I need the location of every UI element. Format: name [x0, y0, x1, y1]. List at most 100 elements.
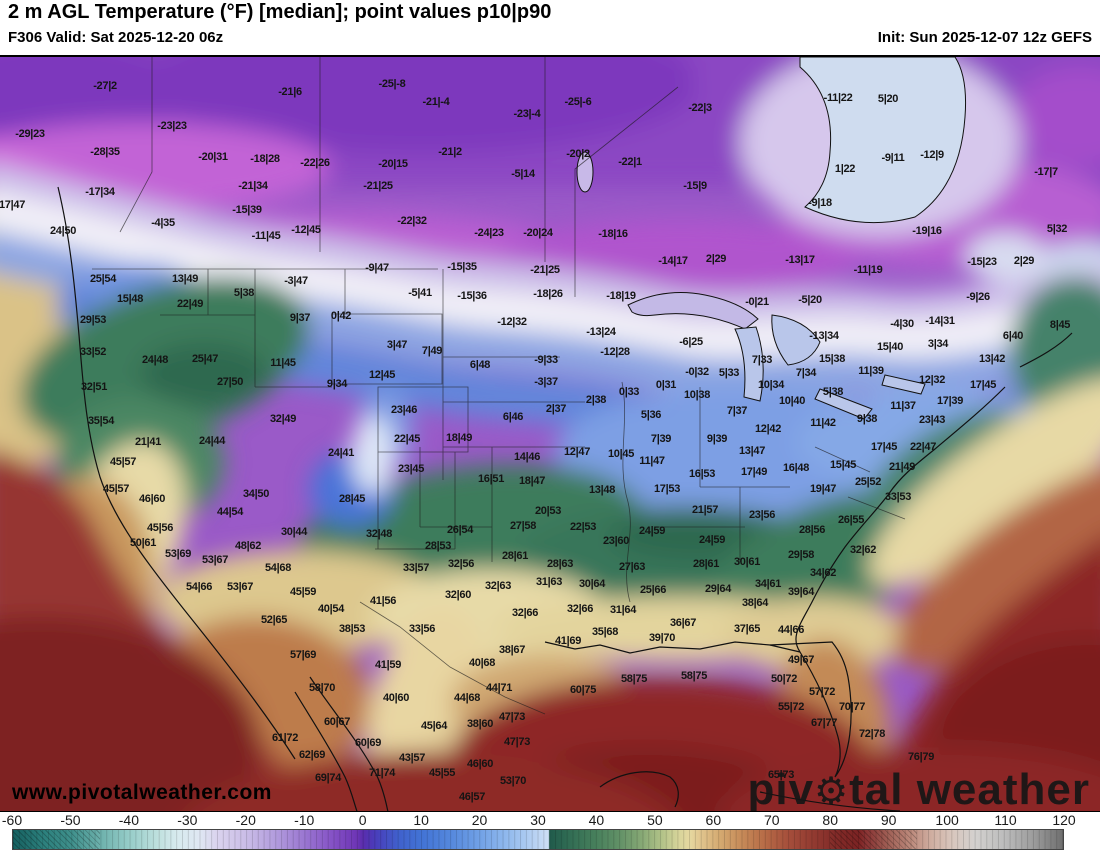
- point-value: 61|72: [271, 732, 299, 744]
- point-value: 9|39: [706, 433, 728, 445]
- point-value: 45|59: [289, 586, 317, 598]
- point-value: 34|62: [809, 567, 837, 579]
- point-value: -9|11: [881, 152, 905, 164]
- point-value: -4|35: [151, 217, 175, 229]
- point-value: 7|49: [421, 345, 443, 357]
- point-value: 53|70: [499, 775, 527, 787]
- point-value: 28|61: [692, 558, 720, 570]
- point-value: 50|61: [129, 537, 157, 549]
- colorbar-ticks: -60 -50 -40 -30 -20 -10 0 10 20 30 40 50 60 70 80 90 100…: [2, 812, 1076, 828]
- point-value: -15|9: [683, 180, 707, 192]
- colorbar-tick-label: 120: [1052, 812, 1076, 828]
- page-title: 2 m AGL Temperature (°F) [median]; point…: [8, 1, 552, 23]
- point-value: 38|53: [338, 623, 366, 635]
- point-value: -21|6: [278, 86, 302, 98]
- point-value: -12|9: [920, 149, 944, 161]
- point-value: -22|26: [300, 157, 330, 169]
- point-value: -5|20: [798, 294, 822, 306]
- point-value: 45|55: [428, 767, 456, 779]
- point-value: 44|54: [216, 506, 244, 518]
- point-value: -9|26: [966, 291, 990, 303]
- point-value: -14|31: [925, 315, 955, 327]
- point-value: 17|45: [870, 441, 898, 453]
- point-value: 6|48: [469, 359, 491, 371]
- weather-map: -27|2 -29|23 -23|23 -28|35 -20|31 -18|28 -17|3…: [0, 55, 1100, 812]
- point-value: 11|47: [639, 455, 665, 467]
- point-value: 54|66: [185, 581, 213, 593]
- point-value: 10|40: [778, 395, 806, 407]
- point-value: 34|50: [242, 488, 270, 500]
- point-value: 5|38: [822, 386, 844, 398]
- point-value: -11|22: [823, 92, 853, 104]
- lakes-layer: [576, 57, 966, 420]
- point-value: -19|16: [912, 225, 942, 237]
- point-value: 31|63: [535, 576, 563, 588]
- point-value: 47|73: [503, 736, 531, 748]
- point-value: 22|45: [393, 433, 421, 445]
- point-value: 47|73: [498, 711, 526, 723]
- point-value: 46|57: [458, 791, 486, 803]
- point-value: 6|46: [502, 411, 524, 423]
- point-value: -20|2: [566, 148, 590, 160]
- point-value: -23|-4: [513, 108, 541, 120]
- point-value: 58|75: [620, 673, 648, 685]
- colorbar-hatch-cold: [13, 830, 101, 849]
- point-value: 2|29: [1013, 255, 1035, 267]
- point-value: 24|41: [327, 447, 355, 459]
- logo-text-post: tal weather: [849, 765, 1090, 812]
- point-value: 13|48: [588, 484, 616, 496]
- point-value: 16|53: [688, 468, 716, 480]
- point-value: 30|44: [280, 526, 308, 538]
- colorbar-tick-label: -40: [118, 812, 139, 828]
- point-value: 22|53: [569, 521, 597, 533]
- point-value: -20|24: [523, 227, 553, 239]
- point-value: 11|45: [270, 357, 296, 369]
- point-value: 26|55: [837, 514, 865, 526]
- point-value: 14|46: [513, 451, 541, 463]
- point-value: 54|68: [264, 562, 292, 574]
- point-value: 5|20: [877, 93, 899, 105]
- point-value: 2|29: [705, 253, 727, 265]
- point-value: 29|58: [787, 549, 815, 561]
- point-value: 24|48: [141, 354, 169, 366]
- point-value: 38|64: [741, 597, 769, 609]
- colorbar-tick-label: 50: [647, 812, 663, 828]
- logo-text-pre: piv: [747, 765, 815, 812]
- point-value: 70|77: [838, 701, 866, 713]
- point-value: 12|32: [918, 374, 946, 386]
- point-value: 7|39: [650, 433, 672, 445]
- point-value: 9|38: [856, 413, 878, 425]
- point-value: -18|16: [598, 228, 628, 240]
- colorbar-tick-label: 100: [935, 812, 959, 828]
- point-value: 44|66: [777, 624, 805, 636]
- point-value: 67|77: [810, 717, 838, 729]
- point-value: 16|48: [782, 462, 810, 474]
- point-value: 52|65: [260, 614, 288, 626]
- point-value: -17|7: [1034, 166, 1058, 178]
- point-value: -22|3: [688, 102, 712, 114]
- point-value: 17|45: [969, 379, 997, 391]
- gear-icon: ⚙: [814, 771, 850, 812]
- point-value: 7|37: [726, 405, 748, 417]
- point-value: 60|69: [354, 737, 382, 749]
- point-value: 22|47: [909, 441, 937, 453]
- point-value: 26|54: [446, 524, 474, 536]
- point-value: 17|47: [0, 199, 26, 211]
- point-value: 10|45: [607, 448, 635, 460]
- point-value: -27|2: [93, 80, 117, 92]
- point-value: 12|42: [754, 423, 782, 435]
- point-value: -14|17: [658, 255, 688, 267]
- point-value: 69|74: [314, 772, 342, 784]
- point-value: 41|59: [374, 659, 402, 671]
- point-value: -9|47: [365, 262, 389, 274]
- point-value: 25|54: [89, 273, 117, 285]
- point-value: 53|67: [226, 581, 254, 593]
- point-value: 40|68: [468, 657, 496, 669]
- point-value: 23|45: [397, 463, 425, 475]
- point-value: 40|60: [382, 692, 410, 704]
- point-value: -29|23: [15, 128, 45, 140]
- point-value: 0|31: [655, 379, 677, 391]
- point-value: -13|24: [586, 326, 616, 338]
- point-value: 24|59: [638, 525, 666, 537]
- point-value: 7|34: [795, 367, 817, 379]
